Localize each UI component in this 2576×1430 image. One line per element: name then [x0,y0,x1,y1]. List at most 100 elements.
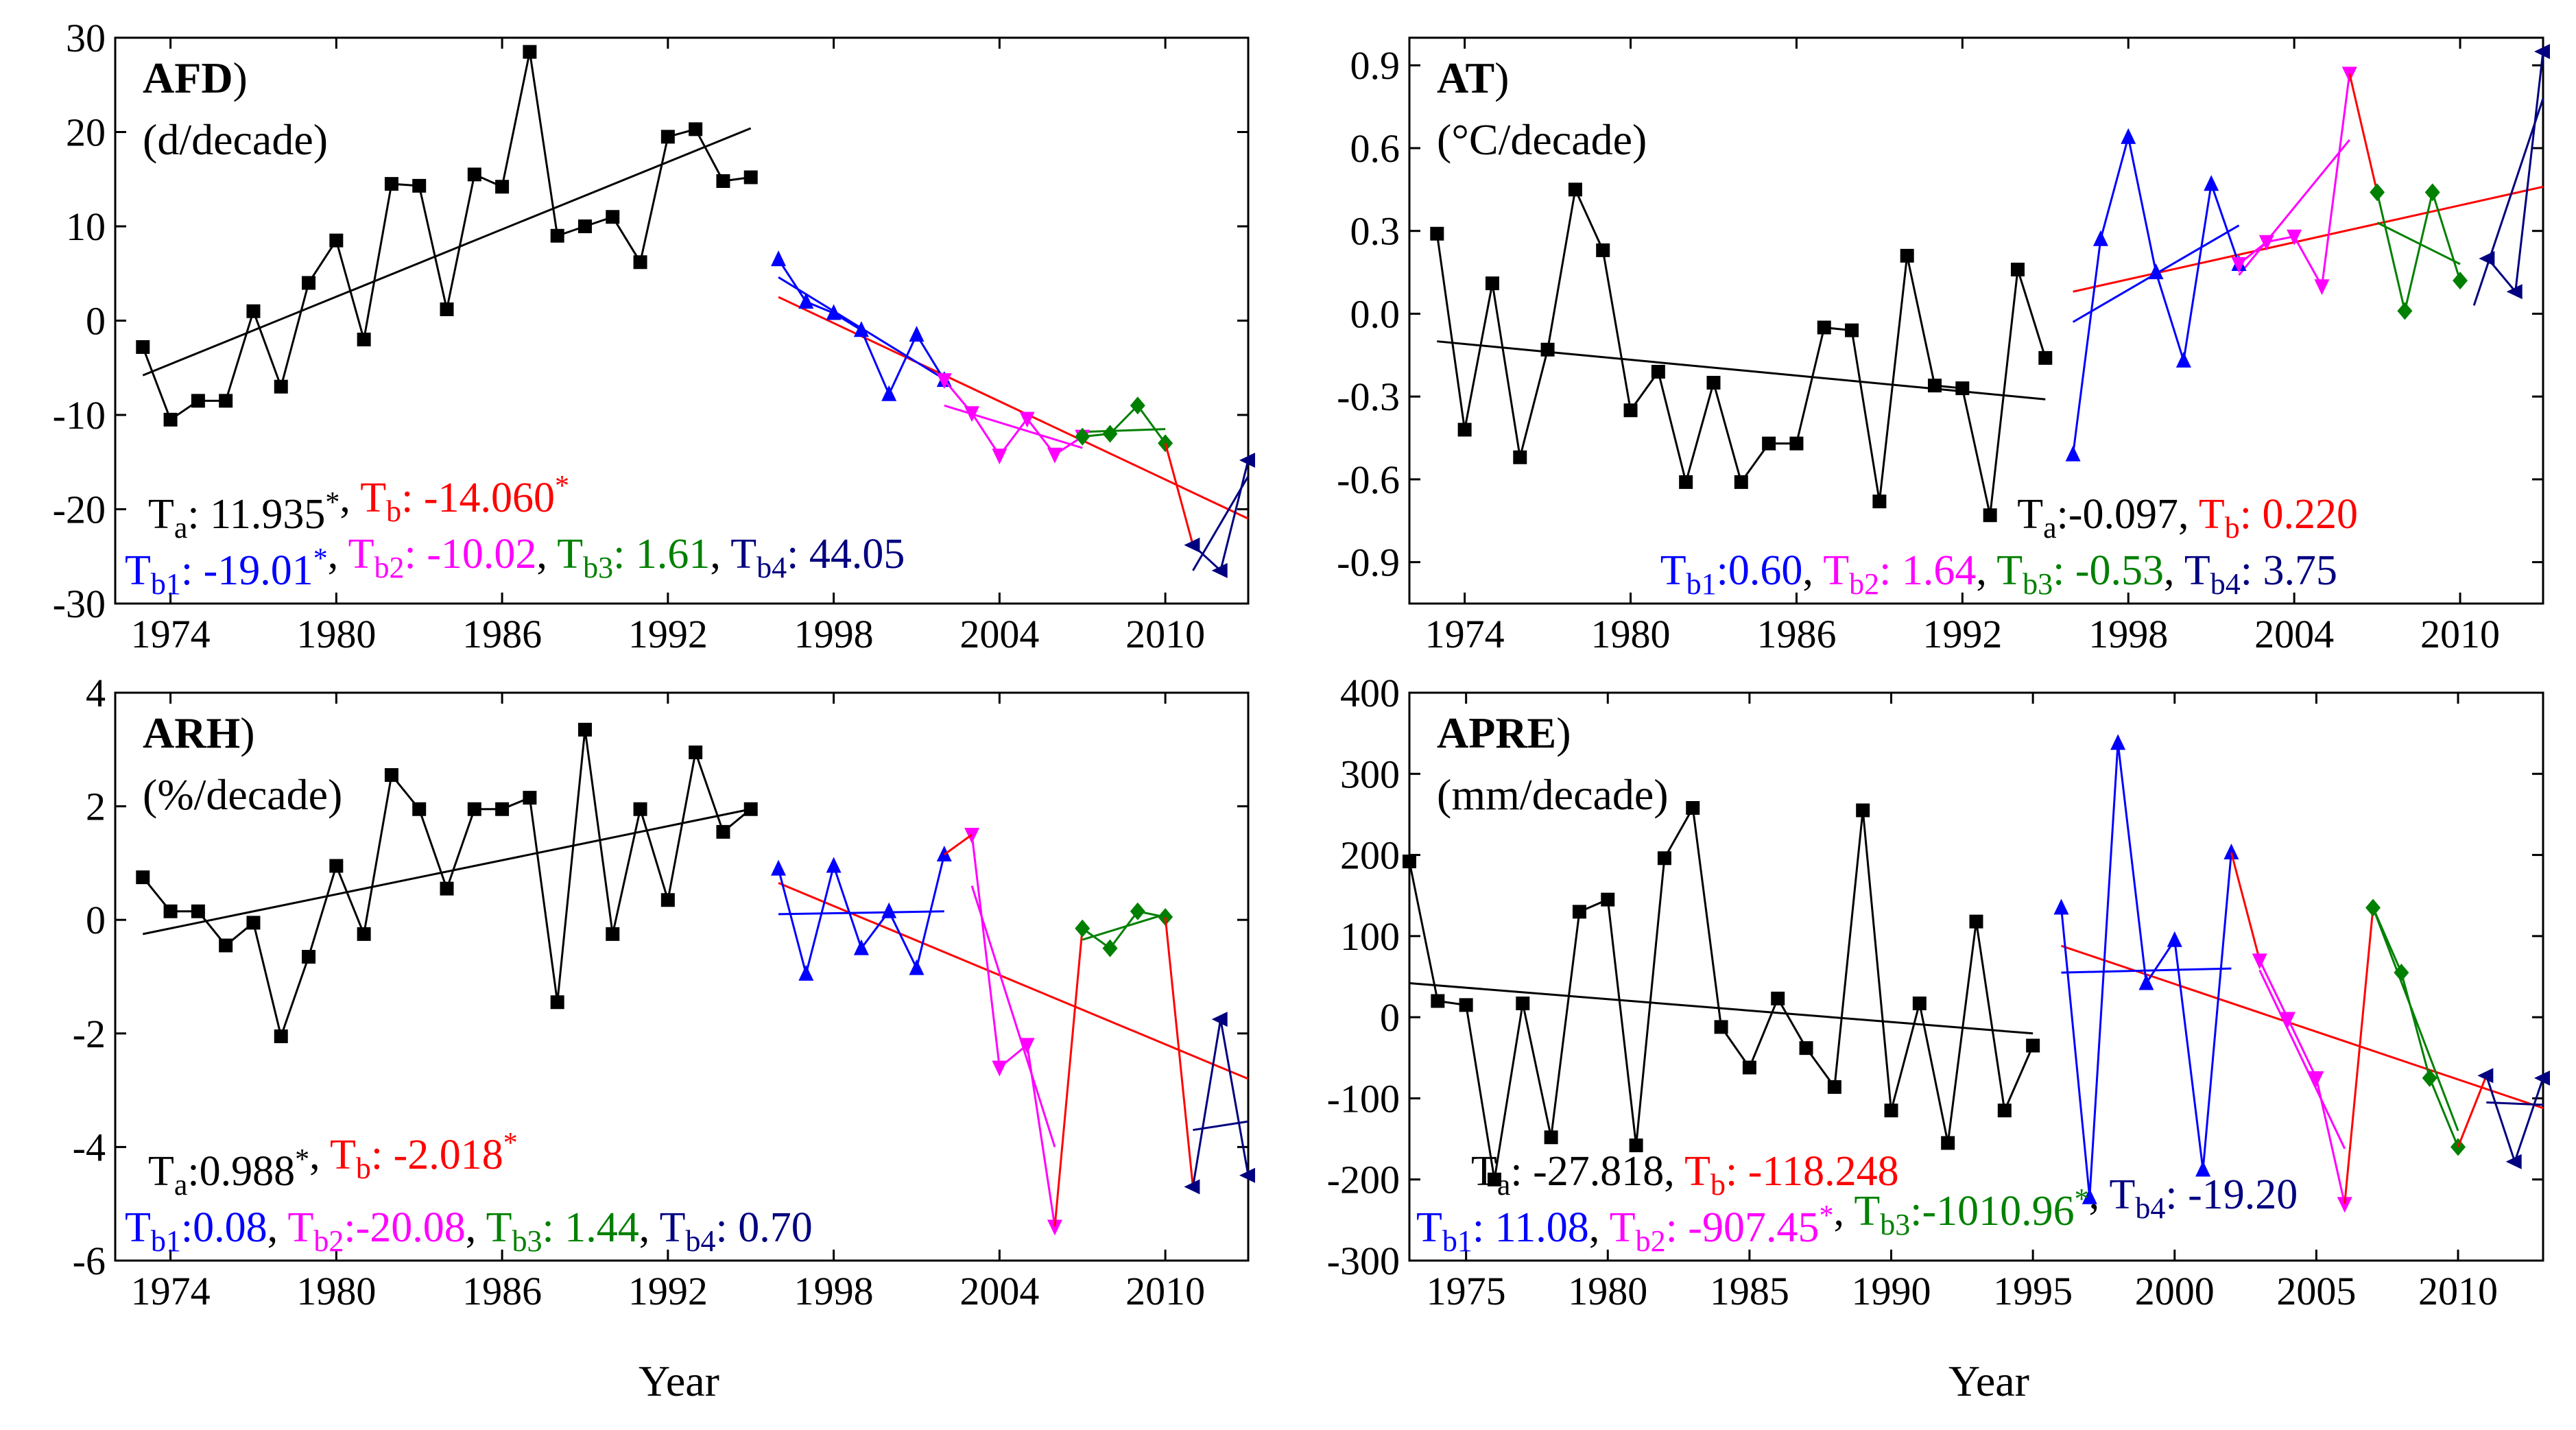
trend-line [2060,944,2544,1110]
data-point-b4 [1184,537,1200,553]
data-point-b2 [964,406,980,422]
data-point-a [329,233,344,248]
annotation-subscript: b2 [1849,567,1879,601]
data-point-a [743,170,758,184]
data-point-b1 [2121,128,2136,144]
data-point-a [440,302,454,316]
data-point-b1 [2138,974,2154,990]
annotation-value: : -2.018 [371,1132,503,1178]
annotation-part: , [309,1132,330,1178]
annotation-value: :-20.08 [344,1204,465,1251]
data-point-a [329,859,344,873]
annotation-line-1: Ta:0.988*, Tb: -2.018* [148,1128,518,1202]
trend-line [2376,222,2461,265]
data-point-a [2026,1038,2040,1053]
data-point-a [163,904,178,918]
data-point-b2 [2314,279,2330,296]
data-point-a [1856,803,1870,818]
panel-title-paren: ) [240,708,254,757]
x-tick-label: 1990 [1852,1269,1931,1313]
x-tick-label: 1980 [296,612,376,656]
trend-line [970,885,1056,1147]
x-tick-label: 2010 [1125,612,1205,656]
data-point-a [384,177,398,191]
annotation-part: , [710,531,730,577]
annotation-value: :-1010.96 [1910,1188,2074,1235]
annotation-value: : 11.935 [187,491,325,538]
plot-frame [114,691,1250,1262]
data-point-a [1941,1136,1955,1150]
data-point-a [1572,905,1586,919]
x-tick-label: 1986 [462,1269,542,1313]
data-point-a [1928,379,1942,393]
data-point-a [1817,320,1831,335]
y-tick-label: 0.3 [1350,209,1400,254]
annotation-subscript: a [1497,1168,1511,1202]
x-tick-label: 1998 [794,612,874,656]
data-point-b4 [2534,44,2550,60]
data-point-b1 [2167,931,2182,947]
x-axis-label-right: Year [1948,1357,2029,1405]
series-line-a [141,51,751,422]
trend-line [1082,428,1166,433]
data-point-a [136,340,150,354]
annotation-subscript: b [1710,1168,1726,1202]
data-point-a [1884,1104,1898,1118]
annotation-part: T [1823,547,1849,594]
data-point-a [467,802,481,816]
data-point-a [440,881,454,896]
data-point-b1 [853,939,869,955]
trend-line [778,881,1249,1080]
y-tick-label: 300 [1340,752,1400,796]
data-point-a [1706,376,1721,390]
y-tick-label: -0.9 [1337,540,1400,585]
annotation-part: T [125,1204,151,1251]
data-point-b3 [2453,272,2468,290]
data-point-a [1540,342,1555,357]
data-point-b3 [1075,427,1090,446]
x-tick-label: 1975 [1427,1269,1506,1313]
annotation-value: : 1.64 [1879,547,1976,594]
data-point-b3 [1102,425,1118,443]
annotation-value: :-0.097 [2057,491,2178,538]
annotation-part: T [486,1204,512,1251]
panel-title-paren: ) [1556,708,1571,757]
y-tick-label: 0 [86,299,106,344]
annotation-value: : -0.53 [2053,547,2164,594]
panel-unit: (°C/decade) [1437,115,1647,164]
data-point-b1 [2110,734,2126,750]
y-tick-label: -0.3 [1337,374,1400,419]
data-point-b4 [1239,453,1255,468]
annotation-subscript: b4 [2135,1191,2165,1225]
trend-line [2372,907,2459,1132]
data-point-b2 [1019,412,1035,428]
data-point-b1 [2204,175,2219,191]
data-point-a [1969,914,1983,929]
data-point-a [1734,475,1748,489]
data-point-b1 [2092,230,2108,246]
annotation-line-1: Ta: -27.818, Tb: -118.248 [1471,1148,1899,1202]
data-point-a [1403,855,1416,869]
trend-line [2238,139,2350,276]
x-tick-label: 1992 [1922,612,2002,656]
panel-at: 0.9 0.6 0.3 0.0 -0.3 -0.6 -0.9 1974 1980 1986 1992… [1337,36,2550,656]
data-point-a [302,276,316,290]
annotation-part: , [339,475,360,521]
annotation-part: , [267,1204,288,1251]
annotation-value: : 1.61 [613,531,710,577]
data-point-a [523,45,537,59]
data-point-a [716,824,730,839]
annotation-subscript: a [174,1168,188,1202]
panel-title: APRE) [1437,708,1571,757]
annotation-value: : 11.08 [1472,1204,1589,1251]
data-point-b1 [2148,263,2164,280]
data-point-a [1544,1130,1558,1145]
series-line-b2 [2258,960,2346,1204]
series-line-b3 [2376,188,2461,311]
annotation-subscript: b1 [1686,567,1717,601]
x-tick-label: 1985 [1710,1269,1789,1313]
data-point-b1 [826,857,842,873]
y-tick-label: -200 [1327,1158,1400,1202]
trend-line [142,127,752,377]
